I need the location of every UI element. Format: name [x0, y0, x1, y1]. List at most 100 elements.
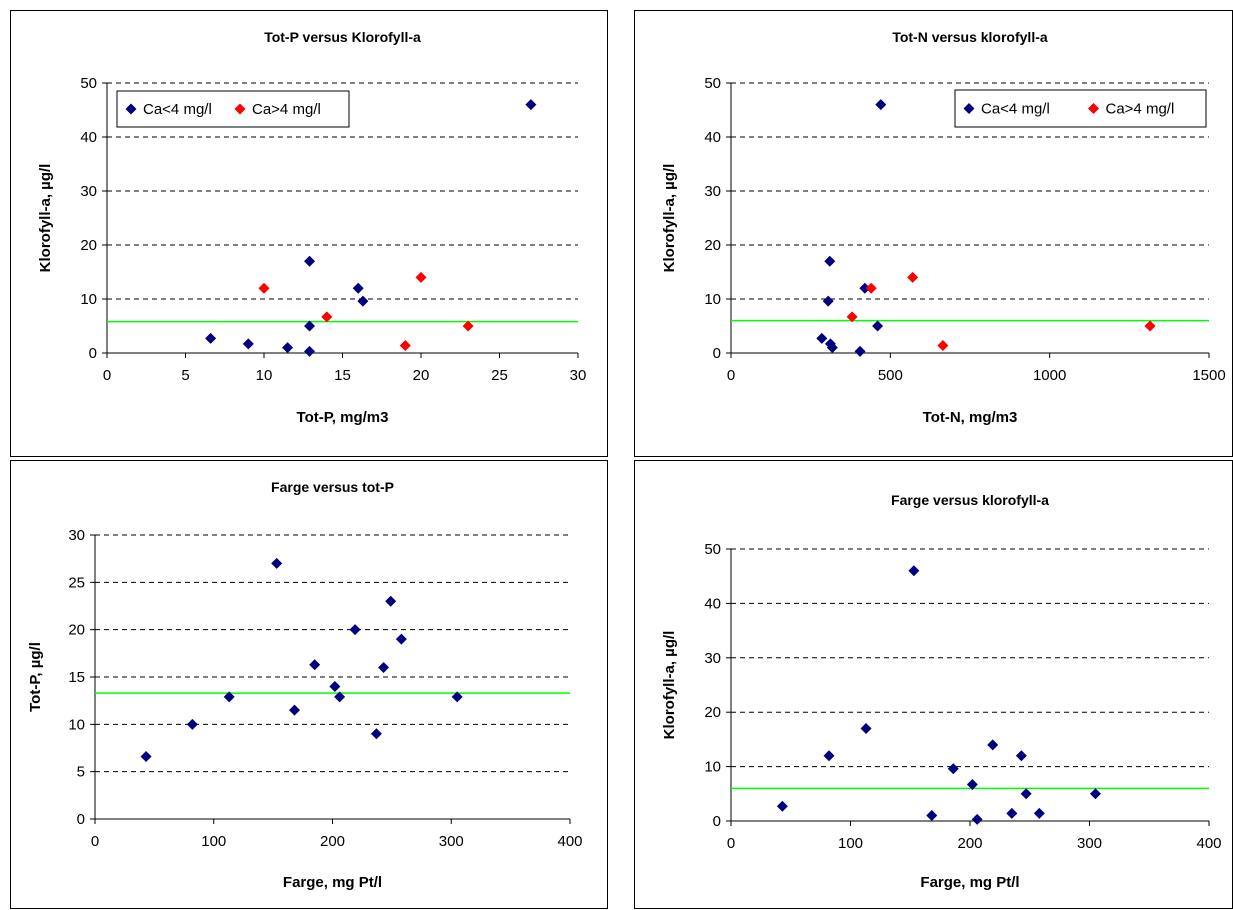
legend-marker: [1088, 103, 1099, 114]
data-point: [385, 595, 397, 607]
data-point: [908, 565, 920, 577]
x-tick-label: 500: [878, 367, 903, 384]
data-point: [859, 282, 871, 294]
y-axis-label: Tot-P, µg/l: [27, 642, 44, 712]
legend-label: Ca<4 mg/l: [143, 101, 212, 118]
chart-panel-totn-vs-klorofyll: Tot-N versus klorofyll-a 0 10 20 30 40 50 0 500 1…: [634, 10, 1233, 457]
x-tick-label: 10: [256, 367, 273, 384]
data-point: [971, 813, 983, 825]
data-point: [865, 282, 877, 294]
data-point: [860, 723, 872, 735]
x-tick-label: 0: [727, 367, 735, 384]
y-tick-label: 0: [89, 345, 97, 362]
x-tick-label: 0: [91, 833, 99, 850]
legend-label: Ca<4 mg/l: [981, 101, 1050, 118]
legend-label: Ca>4 mg/l: [1106, 101, 1175, 118]
data-point: [271, 557, 283, 569]
chart-panel-totp-vs-klorofyll: Tot-P versus Klorofyll-a 0 10 20 30 40 50 0 5 10 1…: [10, 10, 608, 457]
y-tick-label: 20: [68, 622, 85, 639]
legend-box: [116, 90, 350, 128]
data-point: [872, 320, 884, 332]
data-point: [1020, 788, 1032, 800]
data-point: [824, 255, 836, 267]
chart-panel-farge-vs-klorofyll: Farge versus klorofyll-a 0 10 20 30 40 50 0 100 2…: [634, 460, 1233, 909]
chart-title: Farge versus klorofyll-a: [891, 492, 1049, 508]
data-point: [242, 338, 254, 350]
data-point: [258, 282, 270, 294]
x-axis-label: Farge, mg Pt/l: [283, 874, 382, 891]
x-tick-label: 0: [727, 835, 735, 852]
data-point: [1089, 788, 1101, 800]
y-tick-label: 0: [713, 813, 721, 830]
y-tick-label: 50: [80, 75, 97, 92]
data-point: [334, 691, 346, 703]
data-point: [907, 271, 919, 283]
data-point: [822, 295, 834, 307]
chart-svg: Tot-P versus Klorofyll-a 0 10 20 30 40 50 0 5 10 1…: [37, 29, 587, 426]
y-tick-label: 40: [80, 129, 97, 146]
y-axis-label: Klorofyll-a, µg/l: [37, 164, 54, 273]
data-point: [1144, 320, 1156, 332]
x-tick-label: 300: [1077, 835, 1102, 852]
data-point: [205, 332, 217, 344]
chart-svg: Farge versus klorofyll-a 0 10 20 30 40 50 0 100 2…: [661, 492, 1222, 891]
x-axis-label: Farge, mg Pt/l: [920, 874, 1019, 891]
data-point: [937, 339, 949, 351]
data-point: [776, 800, 788, 812]
x-axis-label: Tot-N, mg/m3: [923, 409, 1018, 426]
x-tick-label: 400: [557, 833, 582, 850]
y-tick-label: 20: [80, 237, 97, 254]
y-tick-label: 40: [704, 129, 721, 146]
data-point: [352, 282, 364, 294]
x-tick-label: 30: [570, 367, 587, 384]
x-tick-label: 100: [838, 835, 863, 852]
data-point: [846, 311, 858, 323]
data-point: [1006, 807, 1018, 819]
y-tick-label: 30: [704, 183, 721, 200]
data-point: [378, 662, 390, 674]
data-point: [186, 718, 198, 730]
legend-marker: [125, 103, 137, 115]
data-point: [816, 332, 828, 344]
x-tick-label: 1500: [1192, 367, 1225, 384]
x-tick-label: 25: [491, 367, 508, 384]
y-tick-label: 20: [704, 704, 721, 721]
y-tick-label: 30: [80, 183, 97, 200]
data-point: [399, 339, 411, 351]
data-point: [304, 345, 316, 357]
y-tick-label: 10: [704, 291, 721, 308]
x-tick-label: 0: [103, 367, 111, 384]
legend-marker: [234, 103, 246, 115]
data-point: [304, 255, 316, 267]
y-axis-label: Klorofyll-a, µg/l: [661, 631, 678, 740]
data-point: [826, 342, 838, 354]
data-point: [223, 691, 235, 703]
y-tick-label: 10: [68, 716, 85, 733]
x-tick-label: 15: [334, 367, 351, 384]
data-point: [370, 728, 382, 740]
data-point: [966, 779, 978, 791]
data-point: [349, 624, 361, 636]
data-point: [525, 99, 537, 111]
data-point: [357, 295, 369, 307]
y-tick-label: 30: [68, 527, 85, 544]
x-tick-label: 100: [201, 833, 226, 850]
legend-label: Ca>4 mg/l: [252, 101, 321, 118]
y-tick-label: 5: [77, 764, 85, 781]
data-point: [462, 320, 474, 332]
x-tick-label: 300: [439, 833, 464, 850]
chart-title: Farge versus tot-P: [271, 479, 394, 495]
y-axis-label: Klorofyll-a, µg/l: [661, 164, 678, 273]
y-tick-label: 50: [704, 75, 721, 92]
data-point: [875, 99, 887, 111]
x-tick-label: 400: [1196, 835, 1221, 852]
chart-panel-farge-vs-totp: Farge versus tot-P 0 5 10 15 20 25 30 0 100 200 300…: [10, 460, 608, 909]
data-point: [282, 342, 294, 354]
chart-title: Tot-P versus Klorofyll-a: [264, 29, 421, 45]
data-point: [415, 271, 427, 283]
y-tick-label: 25: [68, 574, 85, 591]
data-point: [1033, 807, 1045, 819]
y-tick-label: 15: [68, 669, 85, 686]
